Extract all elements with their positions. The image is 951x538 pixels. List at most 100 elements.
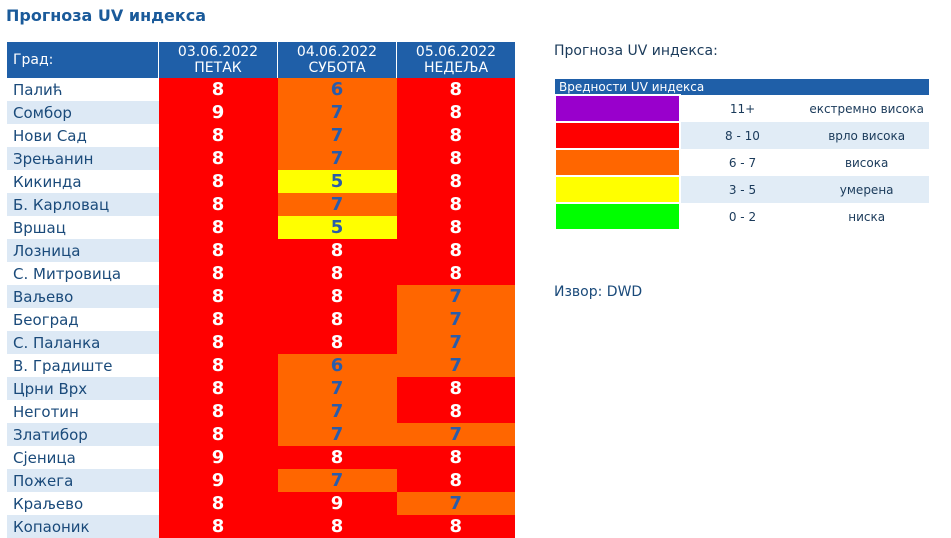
uv-value-cell: 8 xyxy=(396,193,515,216)
day-date: 03.06.2022 xyxy=(177,44,259,60)
uv-value-cell: 7 xyxy=(277,193,397,216)
uv-value-cell: 7 xyxy=(277,147,397,170)
legend-row: 11+ екстремно висока xyxy=(554,94,929,123)
day-date: 04.06.2022 xyxy=(296,44,378,60)
uv-value-cell: 8 xyxy=(158,239,278,262)
day-column-header: 03.06.2022 ПЕТАК xyxy=(158,42,278,78)
table-row: Пожега 9 7 8 xyxy=(7,469,515,492)
uv-value-cell: 6 xyxy=(277,78,397,101)
city-name: Кикинда xyxy=(7,170,159,193)
uv-value-cell: 8 xyxy=(277,446,397,469)
day-column-header: 04.06.2022 СУБОТА xyxy=(277,42,397,78)
uv-value-cell: 8 xyxy=(277,239,397,262)
legend-range: 3 - 5 xyxy=(679,176,805,203)
uv-value-cell: 8 xyxy=(396,170,515,193)
uv-value-cell: 8 xyxy=(277,331,397,354)
uv-forecast-table: Град: 03.06.2022 ПЕТАК 04.06.2022 СУБОТА… xyxy=(7,42,515,538)
legend-row: 8 - 10 врло висока xyxy=(554,121,929,150)
uv-value-cell: 7 xyxy=(277,400,397,423)
uv-value-cell: 8 xyxy=(396,262,515,285)
legend-label: врло висока xyxy=(804,122,929,149)
legend-header: Вредности UV индекса xyxy=(555,79,929,95)
uv-value-cell: 8 xyxy=(396,400,515,423)
uv-value-cell: 8 xyxy=(158,423,278,446)
table-row: С. Паланка 8 8 7 xyxy=(7,331,515,354)
uv-value-cell: 9 xyxy=(277,492,397,515)
table-row: Ваљево 8 8 7 xyxy=(7,285,515,308)
city-name: Ваљево xyxy=(7,285,159,308)
uv-value-cell: 8 xyxy=(396,515,515,538)
table-row: Сјеница 9 8 8 xyxy=(7,446,515,469)
uv-value-cell: 8 xyxy=(158,216,278,239)
uv-value-cell: 7 xyxy=(396,331,515,354)
legend-color-swatch xyxy=(554,148,681,177)
uv-value-cell: 9 xyxy=(158,101,278,124)
city-name: Вршац xyxy=(7,216,159,239)
uv-value-cell: 6 xyxy=(277,354,397,377)
table-header-row: Град: 03.06.2022 ПЕТАК 04.06.2022 СУБОТА… xyxy=(7,42,515,78)
uv-value-cell: 8 xyxy=(158,124,278,147)
table-row: Краљево 8 9 7 xyxy=(7,492,515,515)
uv-value-cell: 7 xyxy=(277,377,397,400)
table-row: Сомбор 9 7 8 xyxy=(7,101,515,124)
day-column-header: 05.06.2022 НЕДЕЉА xyxy=(396,42,515,78)
legend-range: 11+ xyxy=(679,95,805,122)
uv-value-cell: 8 xyxy=(158,354,278,377)
legend-color-swatch xyxy=(554,94,681,123)
legend-label: умерена xyxy=(804,176,929,203)
city-name: Палић xyxy=(7,78,159,101)
uv-value-cell: 5 xyxy=(277,216,397,239)
uv-value-cell: 7 xyxy=(396,423,515,446)
uv-value-cell: 8 xyxy=(277,262,397,285)
uv-value-cell: 9 xyxy=(158,469,278,492)
table-row: С. Митровица 8 8 8 xyxy=(7,262,515,285)
uv-value-cell: 7 xyxy=(396,354,515,377)
uv-value-cell: 8 xyxy=(158,377,278,400)
uv-value-cell: 8 xyxy=(158,78,278,101)
uv-value-cell: 8 xyxy=(158,331,278,354)
legend-label: екстремно висока xyxy=(804,95,929,122)
city-name: Сомбор xyxy=(7,101,159,124)
uv-value-cell: 8 xyxy=(396,469,515,492)
uv-value-cell: 8 xyxy=(396,124,515,147)
legend-label: ниска xyxy=(804,203,929,230)
uv-value-cell: 8 xyxy=(158,515,278,538)
city-name: Београд xyxy=(7,308,159,331)
day-weekday: НЕДЕЉА xyxy=(423,60,489,76)
city-column-header: Град: xyxy=(7,42,159,78)
uv-value-cell: 8 xyxy=(396,216,515,239)
uv-value-cell: 8 xyxy=(277,515,397,538)
legend-row: 6 - 7 висока xyxy=(554,148,929,177)
page-title: Прогноза UV индекса xyxy=(6,6,207,25)
uv-value-cell: 5 xyxy=(277,170,397,193)
uv-value-cell: 8 xyxy=(158,193,278,216)
city-name: Црни Врх xyxy=(7,377,159,400)
uv-value-cell: 8 xyxy=(396,446,515,469)
uv-value-cell: 8 xyxy=(396,78,515,101)
table-row: Нови Сад 8 7 8 xyxy=(7,124,515,147)
uv-value-cell: 8 xyxy=(158,147,278,170)
table-row: Палић 8 6 8 xyxy=(7,78,515,101)
uv-value-cell: 8 xyxy=(158,285,278,308)
legend-row: 3 - 5 умерена xyxy=(554,175,929,204)
city-name: В. Градиште xyxy=(7,354,159,377)
uv-value-cell: 7 xyxy=(277,124,397,147)
uv-value-cell: 8 xyxy=(396,147,515,170)
uv-value-cell: 7 xyxy=(277,423,397,446)
legend-row: 0 - 2 ниска xyxy=(554,202,929,231)
legend-label: висока xyxy=(804,149,929,176)
table-row: Лозница 8 8 8 xyxy=(7,239,515,262)
uv-value-cell: 8 xyxy=(158,262,278,285)
uv-value-cell: 8 xyxy=(396,239,515,262)
table-row: Неготин 8 7 8 xyxy=(7,400,515,423)
day-weekday: ПЕТАК xyxy=(194,60,242,76)
table-row: Копаоник 8 8 8 xyxy=(7,515,515,538)
city-name: Краљево xyxy=(7,492,159,515)
uv-value-cell: 7 xyxy=(396,308,515,331)
uv-value-cell: 8 xyxy=(158,170,278,193)
legend-range: 0 - 2 xyxy=(679,203,805,230)
city-name: Златибор xyxy=(7,423,159,446)
legend-range: 6 - 7 xyxy=(679,149,805,176)
uv-value-cell: 7 xyxy=(277,101,397,124)
table-row: Београд 8 8 7 xyxy=(7,308,515,331)
